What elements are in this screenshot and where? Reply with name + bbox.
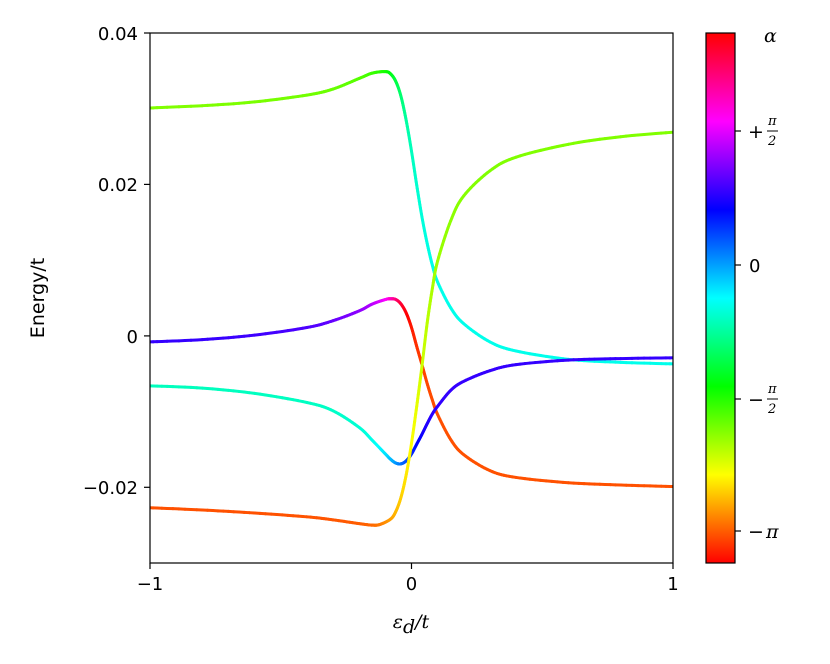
y-tick-label: −0.02 <box>83 478 138 499</box>
svg-text:π: π <box>765 521 779 543</box>
colorbar-gradient <box>705 32 736 564</box>
y-tick-label: 0.04 <box>98 24 138 45</box>
x-tick-label: 1 <box>667 574 678 595</box>
svg-text:2: 2 <box>767 134 776 149</box>
series-line <box>150 70 673 366</box>
colorbar-tick-minus-pi: − π <box>748 521 779 543</box>
svg-text:π: π <box>767 382 777 397</box>
series-line <box>150 297 673 489</box>
curves-group <box>150 70 673 527</box>
y-axis-label: Energy/t <box>27 258 49 338</box>
y-tick-label: 0 <box>127 327 138 348</box>
y-tick-label: 0.02 <box>98 175 138 196</box>
svg-text:−: − <box>748 389 764 411</box>
svg-text:−: − <box>748 521 764 543</box>
x-tick-label: −1 <box>137 574 164 595</box>
x-tick-label: 0 <box>406 574 417 595</box>
colorbar-title: α <box>764 25 777 47</box>
x-axis-label: εd/t <box>393 611 430 638</box>
colorbar-tick-minus-pi-half: − π 2 <box>748 382 778 417</box>
colorbar-tick-zero: 0 <box>749 256 760 277</box>
x-axis: −1 0 1 <box>137 563 679 595</box>
series-line <box>150 130 673 527</box>
svg-text:2: 2 <box>767 402 776 417</box>
svg-text:+: + <box>748 121 764 143</box>
series-line <box>150 356 673 466</box>
colorbar: α + π 2 0 − π 2 − π <box>705 25 779 564</box>
y-axis: 0.04 0.02 0 −0.02 <box>83 24 150 499</box>
colorbar-tick-plus-pi-half: + π 2 <box>748 114 778 149</box>
svg-text:π: π <box>767 114 777 129</box>
